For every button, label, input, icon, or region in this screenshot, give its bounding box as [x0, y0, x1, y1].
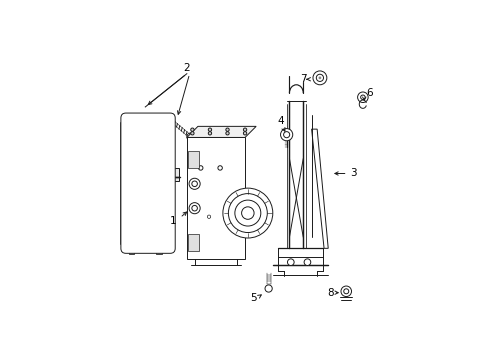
Circle shape [225, 128, 229, 131]
Circle shape [241, 207, 254, 219]
Circle shape [191, 206, 197, 211]
Circle shape [228, 194, 267, 233]
Bar [128, 247, 134, 254]
FancyBboxPatch shape [121, 113, 175, 253]
Circle shape [234, 200, 260, 226]
Text: 8: 8 [327, 288, 334, 298]
Circle shape [312, 71, 326, 85]
Text: 2: 2 [183, 63, 190, 73]
Circle shape [191, 181, 197, 186]
Circle shape [243, 128, 246, 131]
Text: 6: 6 [366, 88, 372, 98]
Circle shape [208, 132, 211, 135]
Circle shape [142, 182, 152, 192]
Circle shape [225, 132, 229, 135]
Text: 1: 1 [169, 216, 176, 226]
Text: 3: 3 [349, 168, 356, 179]
Polygon shape [186, 126, 256, 138]
Circle shape [190, 128, 194, 131]
Bar [156, 247, 162, 254]
Circle shape [189, 203, 200, 214]
Circle shape [340, 286, 351, 297]
Polygon shape [311, 129, 327, 248]
Circle shape [304, 259, 310, 266]
Circle shape [218, 166, 222, 170]
Circle shape [127, 184, 133, 190]
Bar [188, 151, 199, 168]
Circle shape [223, 188, 272, 238]
Circle shape [343, 289, 348, 294]
Circle shape [283, 132, 289, 138]
Circle shape [357, 92, 367, 103]
Circle shape [287, 259, 293, 266]
Circle shape [127, 217, 133, 222]
Circle shape [243, 132, 246, 135]
Text: 4: 4 [277, 116, 284, 126]
Circle shape [264, 285, 272, 292]
Circle shape [316, 74, 323, 81]
Bar [163, 167, 178, 181]
Text: 5: 5 [249, 293, 256, 303]
Circle shape [208, 128, 211, 131]
Circle shape [207, 215, 210, 219]
Bar [186, 138, 244, 260]
Circle shape [360, 95, 365, 99]
Circle shape [280, 129, 292, 141]
Circle shape [186, 133, 194, 141]
Circle shape [189, 178, 200, 189]
Circle shape [190, 132, 194, 135]
Circle shape [318, 76, 321, 79]
Text: 7: 7 [299, 74, 306, 84]
Bar [188, 234, 199, 251]
Circle shape [198, 166, 203, 170]
